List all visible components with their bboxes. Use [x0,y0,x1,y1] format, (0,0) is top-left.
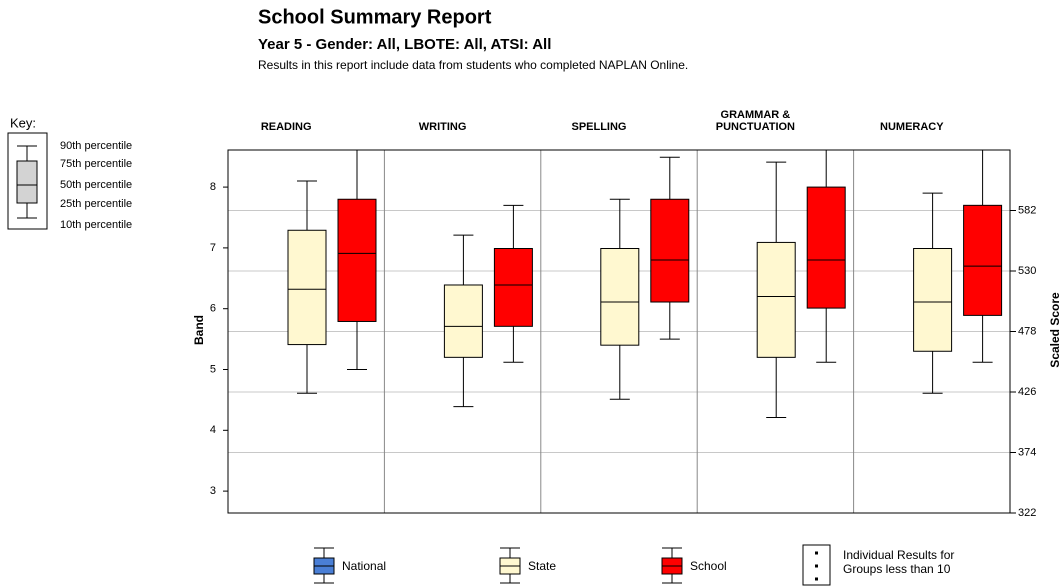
y-tick-label: 7 [210,242,216,254]
category-label: NUMERACY [880,121,944,133]
category-label: READING [260,121,312,133]
box [287,229,327,346]
box [600,248,640,346]
y2-tick-label: 478 [1018,325,1036,337]
box [337,198,377,322]
key-glyph [7,132,48,230]
box [963,204,1003,316]
box [493,248,533,327]
key-label: 25th percentile [60,198,132,210]
chart-subtitle: Year 5 - Gender: All, LBOTE: All, ATSI: … [258,36,551,53]
y-tick-label: 6 [210,303,216,315]
category-label: WRITING [418,121,467,133]
legend-label: State [528,559,556,573]
y2-tick-label: 530 [1018,265,1036,277]
box [443,284,483,358]
legend-icon [815,551,818,555]
legend-icon [815,577,818,581]
y2-tick-label: 426 [1018,386,1036,398]
category-label: SPELLING [571,121,627,133]
legend-icon [802,544,831,586]
y2-tick-label: 582 [1018,204,1036,216]
box [650,198,690,303]
y-tick-label: 4 [210,424,216,436]
legend-label: Individual Results for Groups less than … [843,548,955,576]
y-tick-label: 8 [210,181,216,193]
chart-note: Results in this report include data from… [258,58,688,72]
legend-icon [815,564,818,568]
box [756,241,796,358]
box [913,248,953,352]
y2-axis-label: Scaled Score [1048,292,1062,368]
key-label: 75th percentile [60,158,132,170]
y-axis-label: Band [192,315,206,345]
legend-label: School [690,559,727,573]
chart-title: School Summary Report [258,6,492,28]
y-tick-label: 3 [210,485,216,497]
key-label: 90th percentile [60,140,132,152]
key-title: Key: [10,115,36,130]
plot-frame [227,149,1011,514]
y2-tick-label: 374 [1018,446,1036,458]
category-label: GRAMMAR & PUNCTUATION [715,109,795,133]
box [806,186,846,309]
key-label: 10th percentile [60,219,132,231]
key-label: 50th percentile [60,179,132,191]
legend-label: National [342,559,386,573]
y2-tick-label: 322 [1018,507,1036,519]
y-tick-label: 5 [210,363,216,375]
